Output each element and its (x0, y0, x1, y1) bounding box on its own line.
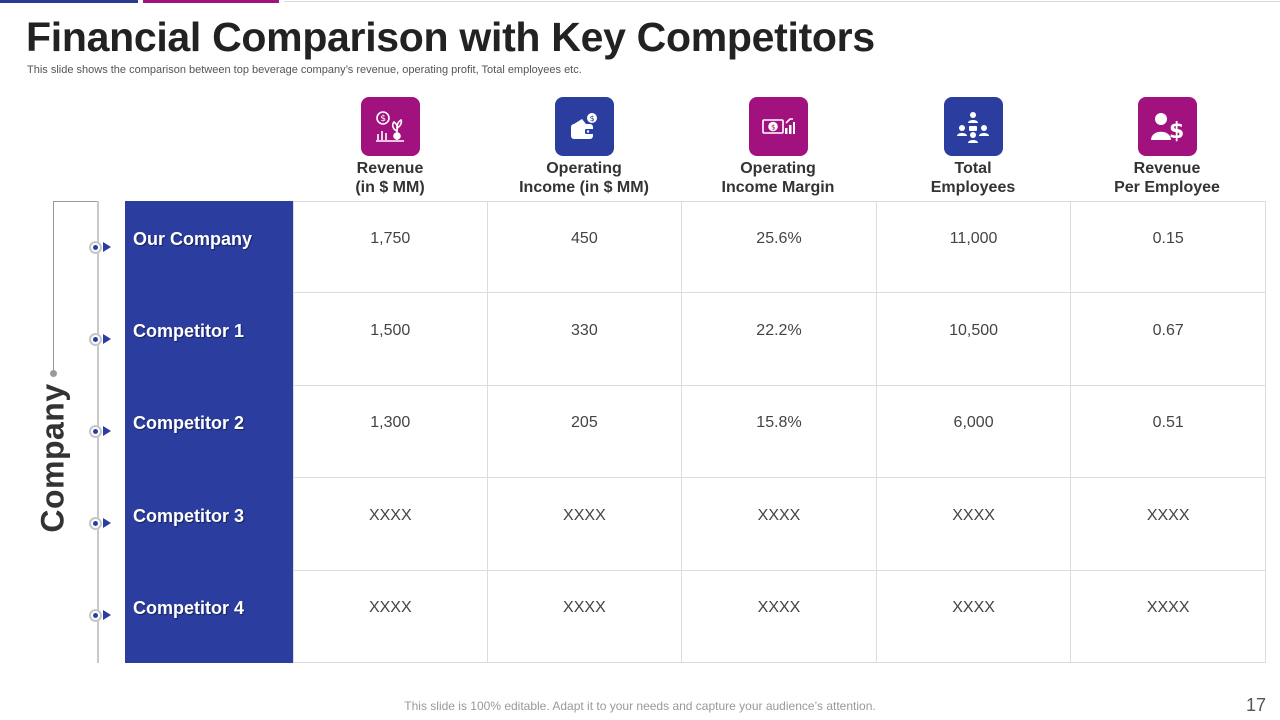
table-cell: 0.15 (1071, 201, 1266, 294)
row-marker-icon (89, 515, 115, 531)
row-header: Competitor 4 (125, 570, 293, 663)
column-label-line2: Employees (930, 179, 1016, 196)
column-label-line1: Revenue (356, 160, 424, 177)
slide-subtitle: This slide shows the comparison between … (27, 64, 582, 76)
row-header: Competitor 2 (125, 385, 293, 479)
row-header: Competitor 3 (125, 478, 293, 571)
cash-chart-icon: $ (748, 97, 808, 156)
accent-line-blue (0, 0, 138, 3)
person-dollar-icon: $ (1137, 97, 1197, 156)
table-cell: XXXX (487, 570, 683, 663)
row-marker-icon (89, 239, 115, 255)
divider-line (284, 1, 1280, 2)
row-header: Competitor 1 (125, 293, 293, 386)
company-axis-label: Company (34, 383, 71, 533)
column-label-line2: (in $ MM) (355, 179, 425, 196)
row-marker-icon (89, 423, 115, 439)
column-label-line1: Operating (546, 160, 622, 177)
table-cell: XXXX (1071, 478, 1266, 571)
team-icon (943, 97, 1003, 156)
column-header-total-employees: Total Employees (876, 97, 1070, 199)
column-label-line2: Income Margin (721, 179, 835, 196)
table-cell: 1,500 (293, 293, 488, 386)
column-label-line2: Income (in $ MM) (519, 179, 649, 196)
table-cell: 11,000 (876, 201, 1072, 294)
table-cell: XXXX (487, 478, 683, 571)
accent-line-magenta (143, 0, 279, 3)
bracket-dot (50, 370, 57, 377)
svg-text:$: $ (771, 123, 775, 131)
table-cell: XXXX (293, 570, 488, 663)
column-label-line1: Revenue (1133, 160, 1201, 177)
revenue-growth-icon: $ (360, 97, 420, 156)
table-cell: 205 (487, 385, 683, 479)
table-cell: XXXX (876, 478, 1072, 571)
row-marker-icon (89, 607, 115, 623)
table-cell: XXXX (682, 478, 877, 571)
column-header-operating-margin: $ Operating Income Margin (681, 97, 875, 199)
svg-text:$: $ (1169, 119, 1184, 144)
table-cell: 0.67 (1071, 293, 1266, 386)
table-cell: 15.8% (682, 385, 877, 479)
table-cell: XXXX (293, 478, 488, 571)
table-row: Competitor 1 1,500 330 22.2% 10,500 0.67 (125, 293, 1266, 386)
column-label-line1: Operating (740, 160, 816, 177)
comparison-table: Our Company 1,750 450 25.6% 11,000 0.15 … (125, 201, 1266, 663)
svg-text:$: $ (380, 114, 386, 124)
table-cell: 450 (487, 201, 683, 294)
table-cell: 330 (487, 293, 683, 386)
table-cell: XXXX (876, 570, 1072, 663)
wallet-icon: $ (554, 97, 614, 156)
table-cell: XXXX (1071, 570, 1266, 663)
slide-title: Financial Comparison with Key Competitor… (26, 14, 875, 60)
table-cell: 22.2% (682, 293, 877, 386)
svg-text:$: $ (590, 114, 595, 123)
bracket-line (53, 201, 98, 374)
table-row: Competitor 4 XXXX XXXX XXXX XXXX XXXX (125, 570, 1266, 663)
table-cell: 6,000 (876, 385, 1072, 479)
row-marker-icon (89, 331, 115, 347)
table-row: Competitor 3 XXXX XXXX XXXX XXXX XXXX (125, 478, 1266, 571)
footer-note: This slide is 100% editable. Adapt it to… (404, 699, 876, 713)
page-number: 17 (1245, 695, 1266, 715)
table-cell: 10,500 (876, 293, 1072, 386)
table-row: Competitor 2 1,300 205 15.8% 6,000 0.51 (125, 385, 1266, 479)
table-row: Our Company 1,750 450 25.6% 11,000 0.15 (125, 201, 1266, 294)
column-header-revenue: $ Revenue (in $ MM) (293, 97, 487, 199)
table-cell: XXXX (682, 570, 877, 663)
table-cell: 1,750 (293, 201, 488, 294)
column-header-operating-income: $ Operating Income (in $ MM) (487, 97, 681, 199)
table-cell: 0.51 (1071, 385, 1266, 479)
row-header: Our Company (125, 201, 293, 294)
column-header-revenue-per-employee: $ Revenue Per Employee (1070, 97, 1264, 199)
column-label-line2: Per Employee (1114, 179, 1220, 196)
table-cell: 1,300 (293, 385, 488, 479)
column-label-line1: Total (954, 160, 992, 177)
table-cell: 25.6% (682, 201, 877, 294)
